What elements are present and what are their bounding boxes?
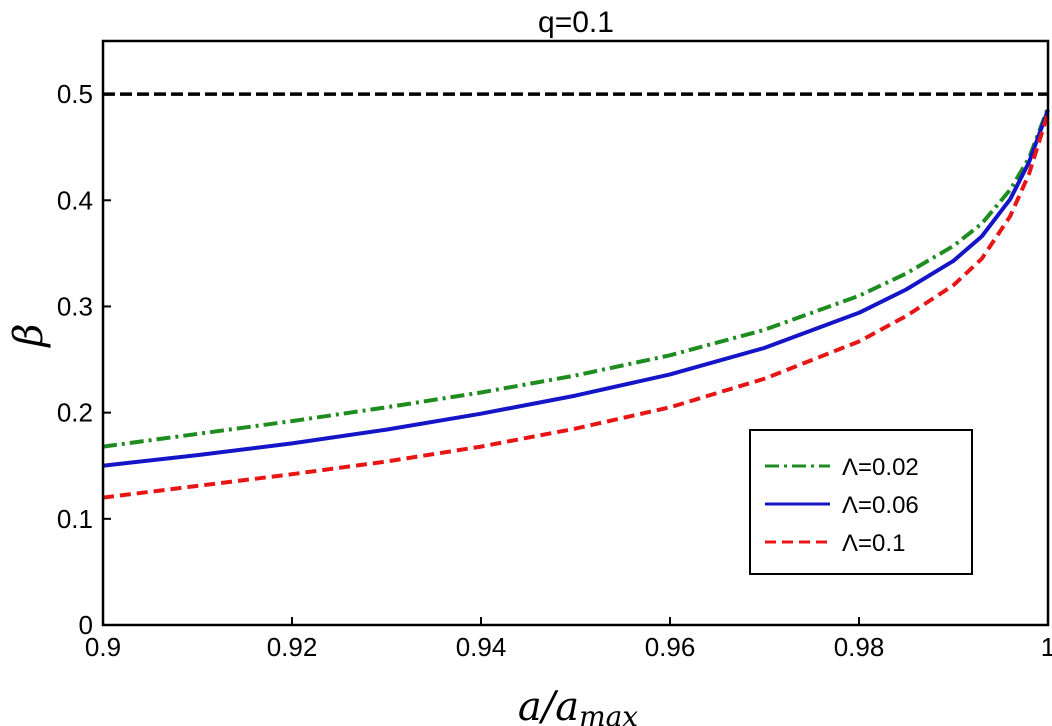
x-tick-label: 1 bbox=[1041, 632, 1052, 662]
y-tick-label: 0.3 bbox=[57, 291, 93, 321]
plot-frame bbox=[101, 39, 1050, 627]
y-tick-label: 0.2 bbox=[57, 398, 93, 428]
legend-label-1: Λ=0.02 bbox=[842, 454, 919, 481]
x-tick-label: 0.9 bbox=[85, 632, 121, 662]
y-tick-label: 0.1 bbox=[57, 504, 93, 534]
chart-title: q=0.1 bbox=[538, 6, 614, 39]
series-line-2 bbox=[102, 109, 1050, 468]
legend-label-2: Λ=0.06 bbox=[842, 492, 919, 519]
plot-lines bbox=[102, 92, 1050, 500]
x-tick-label: 0.98 bbox=[834, 632, 885, 662]
x-axis-label-sub: max bbox=[579, 700, 638, 726]
legend-box bbox=[749, 429, 973, 575]
x-axis-label: a/amax bbox=[518, 684, 638, 726]
series-line-1 bbox=[102, 107, 1050, 449]
y-axis-label: β bbox=[6, 323, 52, 348]
x-axis-label-main: a/a bbox=[518, 684, 579, 726]
x-tick-label: 0.94 bbox=[456, 632, 507, 662]
legend-label-3: Λ=0.1 bbox=[842, 530, 905, 557]
y-tick-label: 0 bbox=[79, 610, 93, 640]
legend: Λ=0.02 Λ=0.06 Λ=0.1 bbox=[749, 429, 973, 575]
x-tick-label: 0.92 bbox=[267, 632, 318, 662]
x-axis: 0.9 0.92 0.94 0.96 0.98 1 bbox=[85, 617, 1052, 662]
y-tick-label: 0.5 bbox=[57, 79, 93, 109]
series-line-3 bbox=[102, 112, 1050, 500]
x-tick-label: 0.96 bbox=[645, 632, 696, 662]
y-axis: 0 0.1 0.2 0.3 0.4 0.5 bbox=[57, 79, 111, 640]
y-tick-label: 0.4 bbox=[57, 185, 93, 215]
